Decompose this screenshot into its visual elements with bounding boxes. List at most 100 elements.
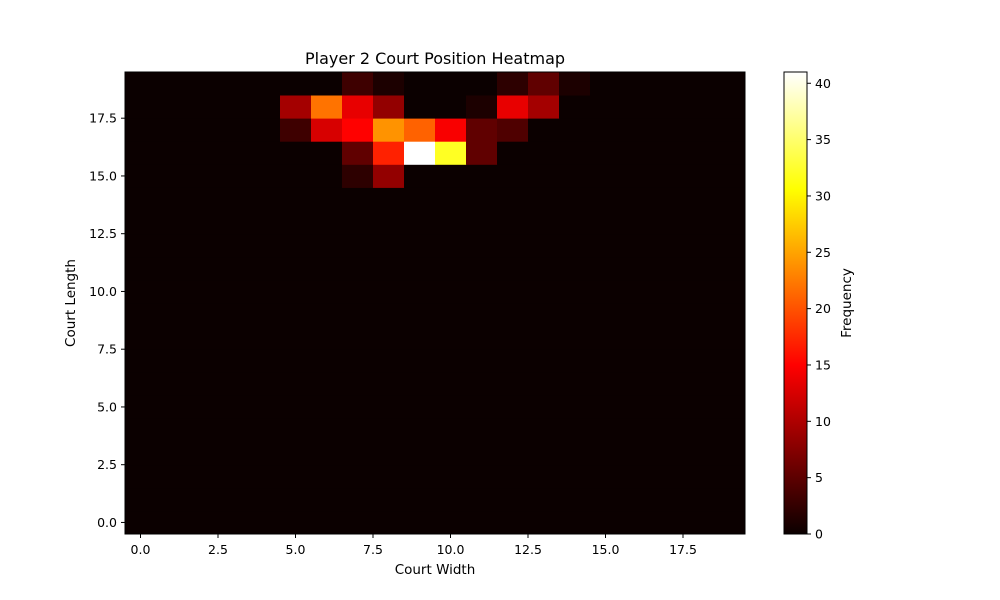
heatmap-cell — [683, 372, 715, 396]
heatmap-cell — [466, 418, 498, 442]
heatmap-cell — [590, 233, 622, 258]
heatmap-cell — [435, 95, 467, 119]
heatmap-cell — [497, 303, 529, 327]
heatmap-cell — [466, 279, 498, 304]
plot-frame — [124, 71, 746, 535]
heatmap-cell — [404, 418, 436, 442]
heatmap-cell — [528, 464, 560, 489]
heatmap-cell — [280, 464, 312, 489]
heatmap-cell — [652, 233, 684, 258]
heatmap-cell — [497, 187, 529, 211]
heatmap-cell — [218, 233, 250, 258]
heatmap-cell — [652, 187, 684, 211]
heatmap-cell — [249, 464, 281, 489]
colorbar — [783, 71, 808, 535]
heatmap-cell — [683, 118, 715, 142]
heatmap-cell — [559, 349, 591, 373]
heatmap-cell — [404, 256, 436, 281]
x-tick-label: 7.5 — [363, 542, 383, 557]
heatmap-cell — [218, 256, 250, 281]
heatmap-cell — [156, 72, 188, 96]
heatmap-cell — [125, 187, 157, 211]
heatmap-cell — [280, 510, 312, 535]
heatmap-cell — [621, 118, 653, 142]
heatmap-cell — [466, 141, 498, 165]
heatmap-cell — [280, 418, 312, 442]
heatmap-cell — [187, 326, 219, 350]
heatmap-cell — [435, 349, 467, 373]
heatmap-cell — [590, 441, 622, 466]
colorbar-tick-label: 30 — [815, 188, 831, 203]
heatmap-cell — [528, 256, 560, 281]
heatmap-cell — [683, 418, 715, 442]
heatmap-cell — [311, 418, 343, 442]
heatmap-cell — [621, 326, 653, 350]
heatmap-cell — [497, 279, 529, 304]
heatmap-cell — [714, 303, 746, 327]
heatmap-cell — [342, 233, 374, 258]
heatmap-cell — [311, 210, 343, 235]
heatmap-cell — [590, 118, 622, 142]
heatmap-cell — [125, 395, 157, 419]
heatmap-cell — [156, 118, 188, 142]
heatmap-cell — [559, 510, 591, 535]
heatmap-cell — [466, 95, 498, 119]
heatmap-cell — [683, 141, 715, 165]
heatmap-cell — [156, 233, 188, 258]
heatmap-cell — [373, 256, 405, 281]
heatmap-cell — [156, 256, 188, 281]
colorbar-tick-label: 40 — [815, 76, 831, 91]
heatmap-cell — [466, 303, 498, 327]
heatmap-cell — [187, 187, 219, 211]
heatmap-cell — [218, 464, 250, 489]
heatmap-cell — [404, 326, 436, 350]
heatmap-cell — [125, 372, 157, 396]
heatmap-cell — [528, 118, 560, 142]
heatmap-cell — [466, 187, 498, 211]
heatmap-cell — [466, 441, 498, 466]
heatmap-cell — [435, 464, 467, 489]
heatmap-cell — [218, 279, 250, 304]
y-tick-label: 10.0 — [89, 284, 117, 299]
heatmap-cell — [373, 464, 405, 489]
chart-title: Player 2 Court Position Heatmap — [305, 49, 565, 68]
heatmap-cell — [435, 118, 467, 142]
x-tick-label: 5.0 — [286, 542, 306, 557]
x-axis: 0.0 2.5 5.0 7.5 10.0 12.5 15.0 17.5 — [131, 534, 697, 557]
heatmap-cell — [218, 418, 250, 442]
heatmap-cell — [652, 441, 684, 466]
heatmap-cell — [218, 95, 250, 119]
heatmap-cell — [156, 141, 188, 165]
heatmap-cell — [373, 95, 405, 119]
heatmap-cell — [497, 487, 529, 512]
heatmap-cell — [559, 395, 591, 419]
heatmap-cell — [621, 164, 653, 188]
heatmap-cell — [590, 349, 622, 373]
heatmap-cell — [714, 233, 746, 258]
heatmap-cell — [559, 487, 591, 512]
heatmap-cell — [435, 164, 467, 188]
heatmap-cell — [435, 487, 467, 512]
y-axis: 0.0 2.5 5.0 7.5 10.0 12.5 15.0 17.5 — [89, 111, 125, 530]
heatmap-cell — [249, 510, 281, 535]
heatmap-cell — [311, 72, 343, 96]
heatmap-cell — [466, 72, 498, 96]
heatmap-cell — [249, 441, 281, 466]
heatmap-cell — [683, 233, 715, 258]
heatmap-cell — [714, 487, 746, 512]
heatmap-cell — [652, 487, 684, 512]
colorbar-ticks: 0 5 10 15 20 25 30 35 40 — [807, 76, 831, 542]
heatmap-cell — [156, 303, 188, 327]
heatmap-cell — [466, 372, 498, 396]
heatmap-cell — [652, 164, 684, 188]
heatmap-cell — [125, 510, 157, 535]
heatmap-cell — [311, 279, 343, 304]
heatmap-cell — [497, 141, 529, 165]
heatmap-cell — [373, 118, 405, 142]
heatmap-cell — [280, 210, 312, 235]
heatmap-cell — [187, 372, 219, 396]
heatmap-cell — [249, 164, 281, 188]
heatmap-cell — [652, 418, 684, 442]
heatmap-cell — [683, 95, 715, 119]
heatmap-cell — [187, 487, 219, 512]
